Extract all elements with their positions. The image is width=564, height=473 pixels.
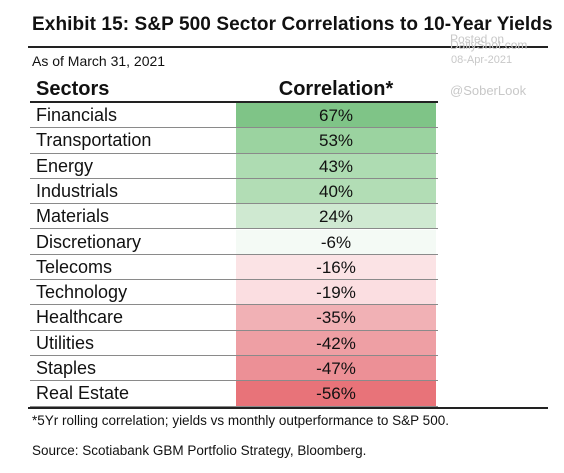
table-row: Real Estate -56% [0, 381, 564, 407]
correlation-cell: 53% [236, 128, 436, 154]
correlation-value: 53% [318, 131, 354, 151]
correlation-value: -35% [316, 308, 356, 328]
bottom-rule [28, 407, 548, 409]
sector-label: Energy [36, 155, 94, 176]
row-divider [30, 380, 438, 382]
table-row: Energy 43% [0, 153, 564, 179]
sector-label: Utilities [36, 332, 95, 353]
correlation-cell: -42% [236, 330, 436, 356]
watermark-site: DailyShot.com [450, 38, 528, 52]
row-divider [30, 177, 438, 179]
correlation-cell: 24% [236, 204, 436, 230]
correlation-cell: -19% [236, 280, 436, 306]
row-divider [30, 152, 438, 154]
sector-label: Financials [36, 105, 118, 125]
column-header-correlation: Correlation* [278, 78, 394, 100]
chart-title: Exhibit 15: S&P 500 Sector Correlations … [32, 14, 553, 35]
sector-label: Materials [36, 206, 110, 227]
table-row: Materials 24% [0, 204, 564, 230]
sector-label: Industrials [36, 180, 119, 201]
row-divider [30, 354, 438, 356]
sector-label: Staples [36, 358, 97, 378]
watermark-date: 08-Apr-2021 [451, 54, 513, 66]
row-divider [30, 405, 438, 407]
correlation-cell: -47% [236, 356, 436, 382]
correlation-cell: -56% [236, 381, 436, 407]
correlation-value: -19% [316, 283, 356, 303]
sector-label: Discretionary [36, 231, 142, 252]
row-divider [30, 279, 438, 281]
correlation-value: -42% [316, 333, 356, 353]
column-header-sectors: Sectors [36, 78, 110, 100]
footnote: *5Yr rolling correlation; yields vs mont… [32, 413, 449, 428]
row-divider [30, 304, 438, 306]
correlation-cell: 67% [236, 103, 436, 129]
table-row: Healthcare -35% [0, 305, 564, 331]
correlation-cell: -6% [236, 229, 436, 255]
correlation-value: 67% [318, 106, 354, 125]
watermark-posted-on: Posted on [450, 32, 505, 46]
sector-label: Technology [36, 282, 128, 303]
header-rule [30, 101, 438, 103]
sector-label: Transportation [36, 130, 152, 151]
table-row: Utilities -42% [0, 330, 564, 356]
correlation-cell: 43% [236, 153, 436, 179]
correlation-value: 40% [318, 181, 354, 201]
table-row: Financials 67% [0, 103, 564, 129]
row-divider [30, 127, 438, 129]
row-divider [30, 253, 438, 255]
as-of-date: As of March 31, 2021 [32, 53, 166, 69]
row-divider [30, 203, 438, 205]
row-divider [30, 228, 438, 230]
sector-label: Real Estate [36, 383, 130, 404]
table-row: Telecoms -16% [0, 254, 564, 281]
correlation-cell: -35% [236, 305, 436, 331]
table-row: Discretionary -6% [0, 229, 564, 255]
correlation-value: -6% [320, 232, 352, 252]
watermark-handle: @SoberLook [450, 83, 527, 98]
sector-label: Telecoms [36, 256, 113, 277]
correlation-value: -56% [316, 384, 356, 404]
source-note: Source: Scotiabank GBM Portfolio Strateg… [32, 443, 367, 458]
row-divider [30, 329, 438, 331]
table-row: Industrials 40% [0, 178, 564, 205]
correlation-value: 43% [318, 156, 354, 176]
correlation-cell: -16% [236, 254, 436, 281]
table-row: Transportation 53% [0, 128, 564, 154]
correlation-cell: 40% [236, 178, 436, 205]
table-row: Technology -19% [0, 280, 564, 306]
sector-label: Healthcare [36, 307, 124, 328]
table-row: Staples -47% [0, 356, 564, 382]
correlation-value: -47% [316, 359, 356, 378]
title-rule [28, 46, 548, 48]
correlation-value: 24% [318, 207, 354, 227]
correlation-value: -16% [316, 257, 356, 277]
